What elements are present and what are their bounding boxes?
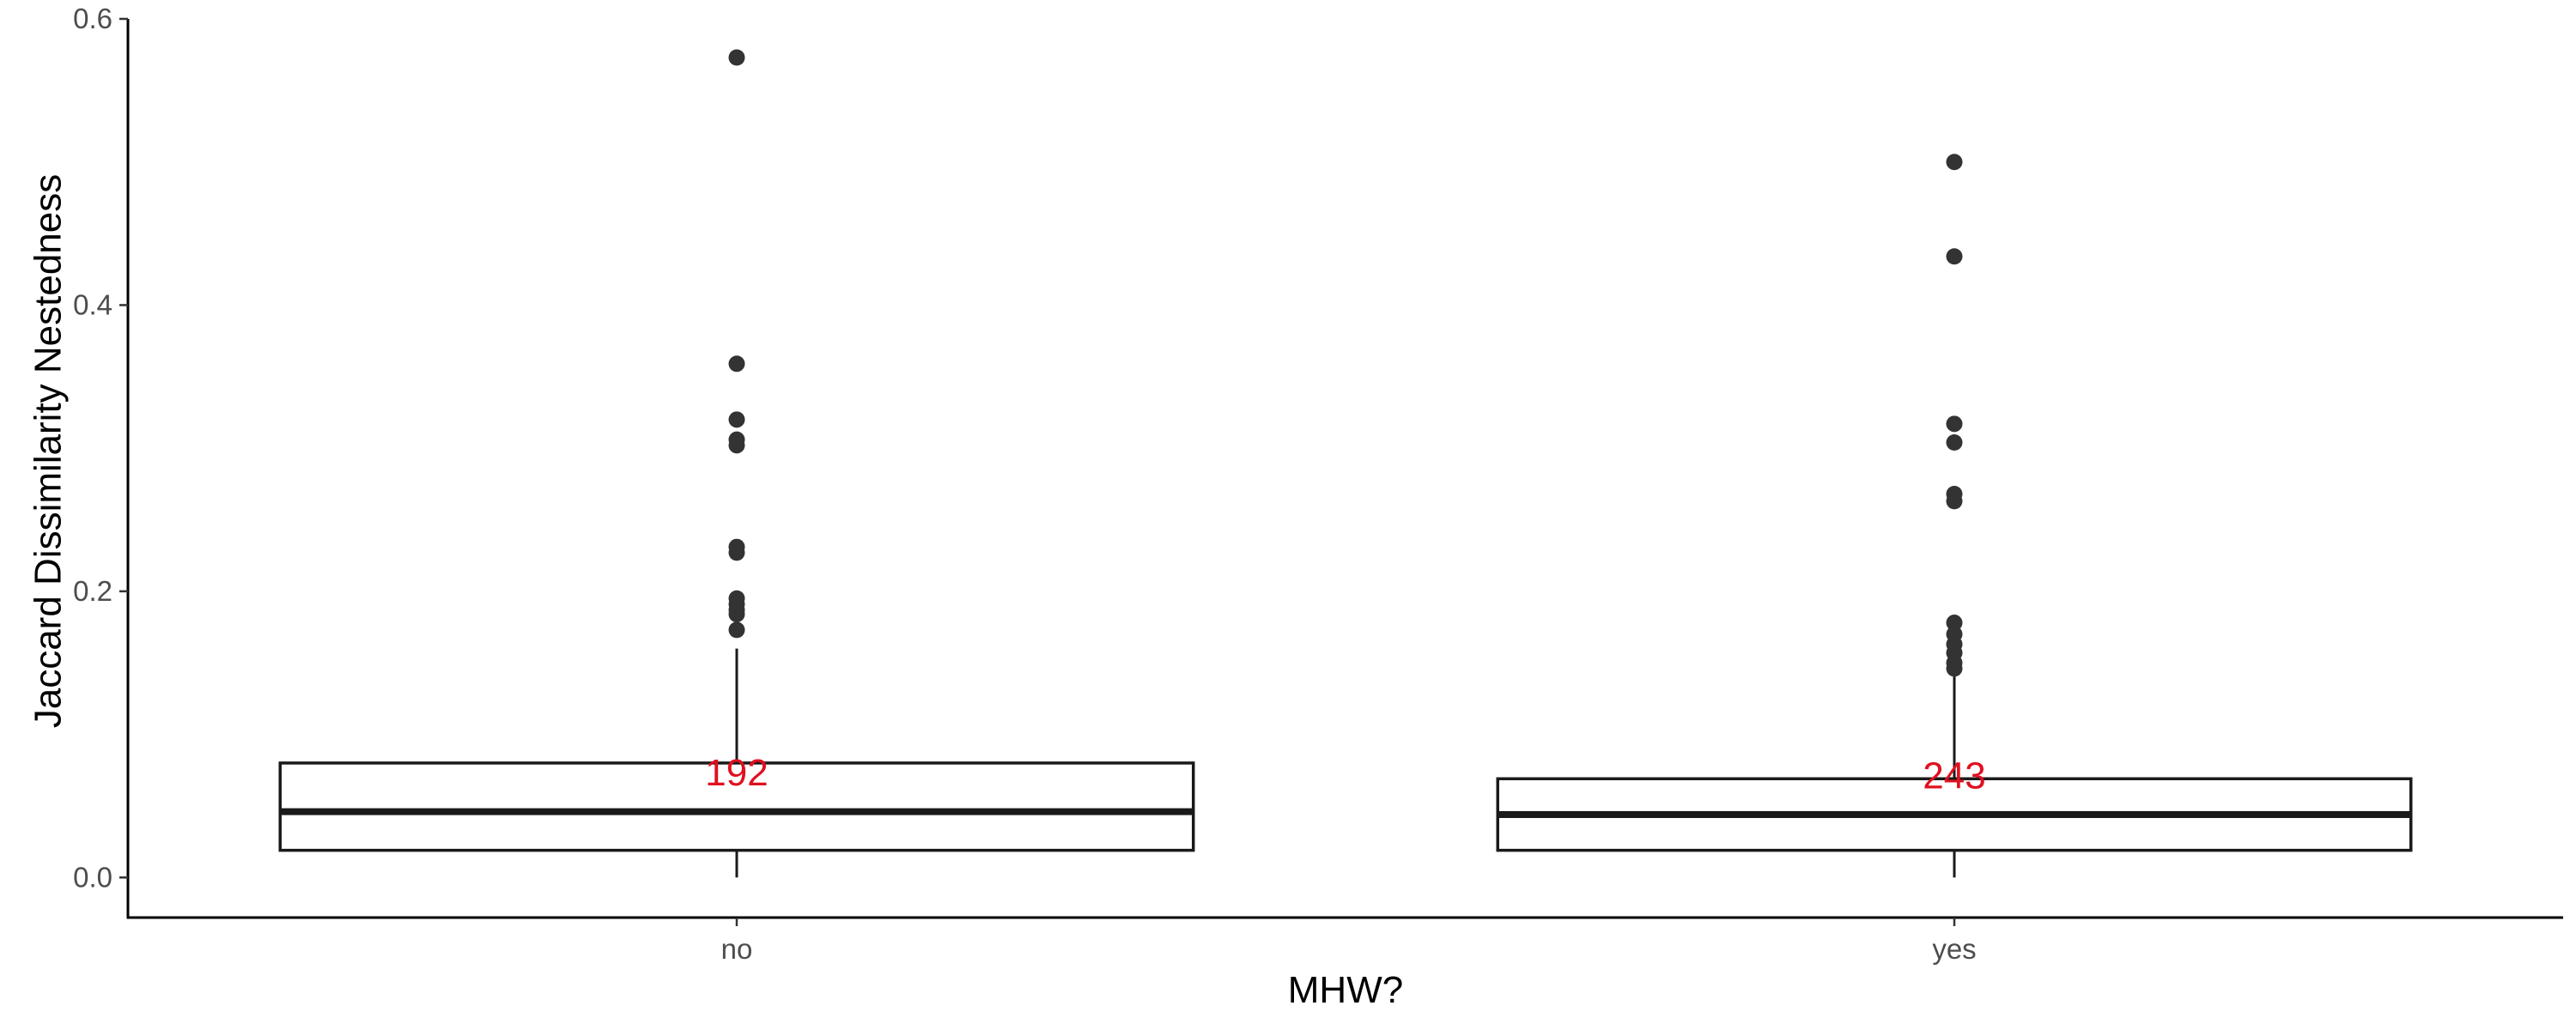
outlier-point: [1946, 415, 1963, 433]
x-tick-label: yes: [1932, 933, 1976, 965]
plot-area: 192 243: [278, 49, 2413, 878]
outlier-point: [1946, 433, 1963, 451]
x-axis-title: MHW?: [1288, 969, 1403, 1011]
box-no: 192: [278, 49, 1195, 878]
box-yes: 243: [1496, 154, 2413, 878]
outlier-point: [1946, 493, 1963, 510]
x-axis-ticks: no yes: [721, 918, 1977, 965]
count-label: 243: [1923, 754, 1985, 797]
outlier-point: [728, 606, 745, 623]
outlier-point: [728, 544, 745, 561]
outlier-point: [728, 355, 745, 373]
outlier-point: [1946, 154, 1963, 171]
outlier-point: [728, 621, 745, 639]
y-axis-ticks: 0.0 0.2 0.4 0.6: [73, 3, 128, 893]
outlier-point: [728, 49, 745, 66]
outlier-point: [1946, 248, 1963, 265]
count-label: 192: [705, 752, 768, 794]
y-axis-title: Jaccard Dissimilarity Nestedness: [27, 174, 69, 729]
x-tick-label: no: [721, 933, 753, 965]
y-tick-label: 0.2: [73, 575, 112, 607]
y-tick-label: 0.0: [73, 861, 112, 893]
y-tick-label: 0.4: [73, 288, 112, 320]
outlier-point: [728, 411, 745, 428]
outlier-point: [1946, 660, 1963, 677]
y-tick-label: 0.6: [73, 3, 112, 34]
outlier-point: [1946, 615, 1963, 632]
box-iqr: [278, 761, 1195, 852]
outlier-point: [728, 437, 745, 454]
